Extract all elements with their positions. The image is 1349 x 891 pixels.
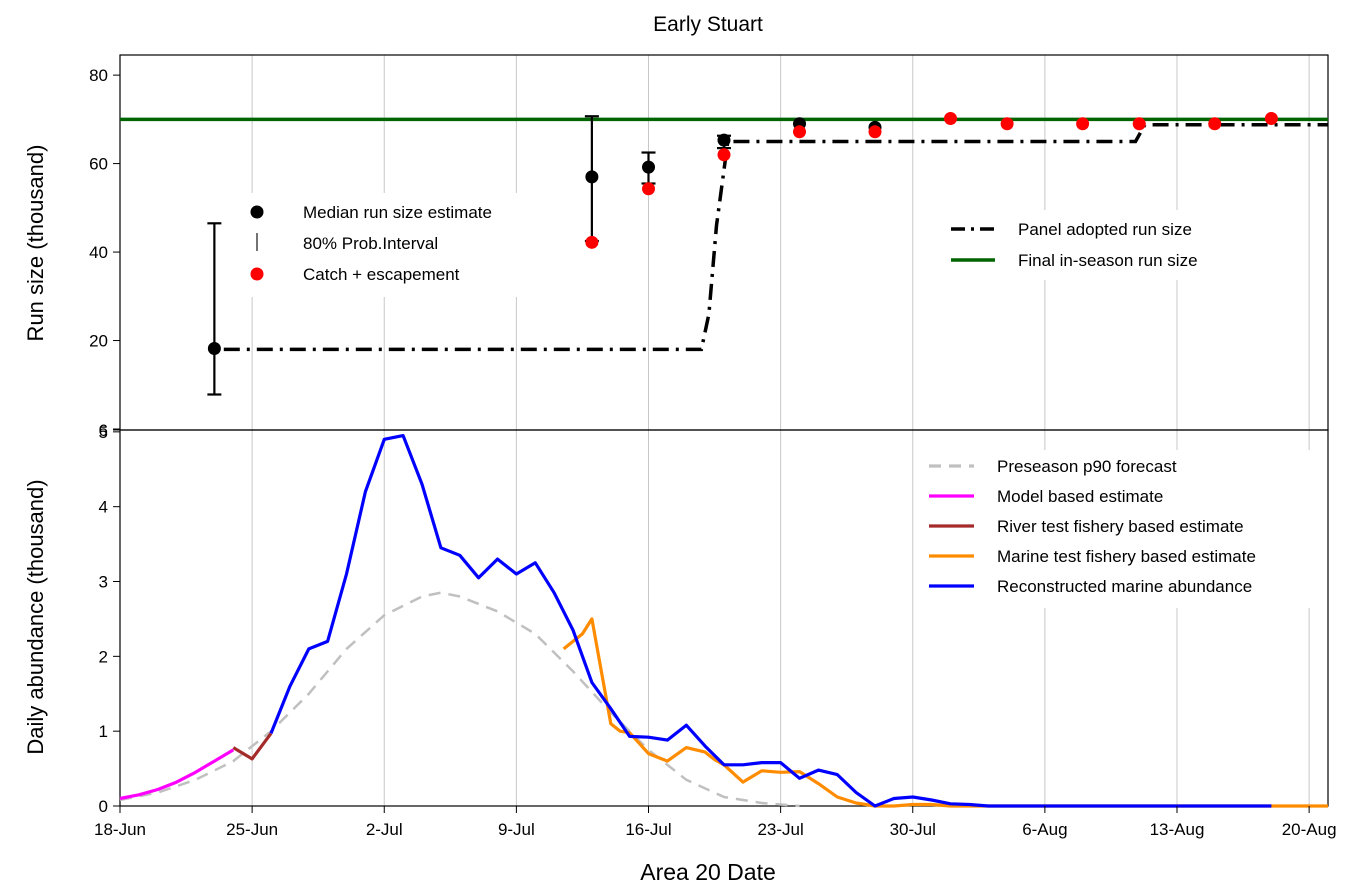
catch-escapement-point-2 [718, 148, 731, 161]
top-y-tick-label-4: 80 [89, 66, 108, 85]
x-tick-label-9: 20-Aug [1282, 820, 1337, 839]
top-legend-left-label-1: 80% Prob.Interval [303, 234, 438, 253]
x-tick-label-6: 30-Jul [890, 820, 936, 839]
bottom-y-tick-label-0: 0 [99, 797, 108, 816]
x-tick-label-3: 9-Jul [498, 820, 535, 839]
x-tick-label-2: 2-Jul [366, 820, 403, 839]
top-legend-left-marker-0 [251, 206, 264, 219]
bottom-legend-label-2: River test fishery based estimate [997, 517, 1244, 536]
bottom-series-line-1 [120, 750, 233, 799]
x-tick-label-0: 18-Jun [94, 820, 146, 839]
top-y-tick-label-1: 20 [89, 332, 108, 351]
bottom-y-tick-label-3: 3 [99, 573, 108, 592]
bottom-y-tick-label-2: 2 [99, 647, 108, 666]
top-legend-left-marker-2 [251, 268, 264, 281]
x-tick-label-1: 25-Jun [226, 820, 278, 839]
bottom-series-line-0 [120, 593, 800, 806]
bottom-y-tick-label-1: 1 [99, 722, 108, 741]
median-estimate-point-0 [208, 342, 221, 355]
top-legend-right-label-1: Final in-season run size [1018, 251, 1198, 270]
x-axis-label: Area 20 Date [640, 859, 776, 885]
top-panel-y-axis-label: Run size (thousand) [23, 145, 48, 342]
x-tick-label-4: 16-Jul [625, 820, 671, 839]
top-legend-left-label-2: Catch + escapement [303, 265, 460, 284]
x-tick-label-7: 6-Aug [1022, 820, 1067, 839]
catch-escapement-point-7 [1076, 117, 1089, 130]
bottom-series-line-3 [564, 619, 1328, 806]
catch-escapement-point-0 [585, 236, 598, 249]
catch-escapement-point-1 [642, 182, 655, 195]
panel-boundary-tick-label: 6 [99, 421, 108, 440]
catch-escapement-point-10 [1265, 112, 1278, 125]
bottom-legend-label-0: Preseason p90 forecast [997, 457, 1177, 476]
catch-escapement-point-4 [869, 125, 882, 138]
x-tick-label-5: 23-Jul [757, 820, 803, 839]
top-legend-left-label-0: Median run size estimate [303, 203, 492, 222]
bottom-legend-label-1: Model based estimate [997, 487, 1163, 506]
bottom-legend-label-3: Marine test fishery based estimate [997, 547, 1256, 566]
catch-escapement-point-8 [1133, 117, 1146, 130]
bottom-y-tick-label-4: 4 [99, 498, 108, 517]
top-y-tick-label-2: 40 [89, 243, 108, 262]
median-estimate-point-2 [642, 161, 655, 174]
catch-escapement-point-9 [1208, 117, 1221, 130]
catch-escapement-point-5 [944, 112, 957, 125]
chart-title: Early Stuart [653, 13, 763, 36]
top-legend-right-label-0: Panel adopted run size [1018, 220, 1192, 239]
catch-escapement-point-3 [793, 125, 806, 138]
bottom-panel-y-axis-label: Daily abundance (thousand) [23, 479, 48, 754]
x-tick-label-8: 13-Aug [1150, 820, 1205, 839]
median-estimate-point-1 [585, 170, 598, 183]
catch-escapement-point-6 [1001, 117, 1014, 130]
bottom-legend-label-4: Reconstructed marine abundance [997, 577, 1252, 596]
median-estimate-point-3 [718, 134, 731, 147]
top-y-tick-label-3: 60 [89, 155, 108, 174]
